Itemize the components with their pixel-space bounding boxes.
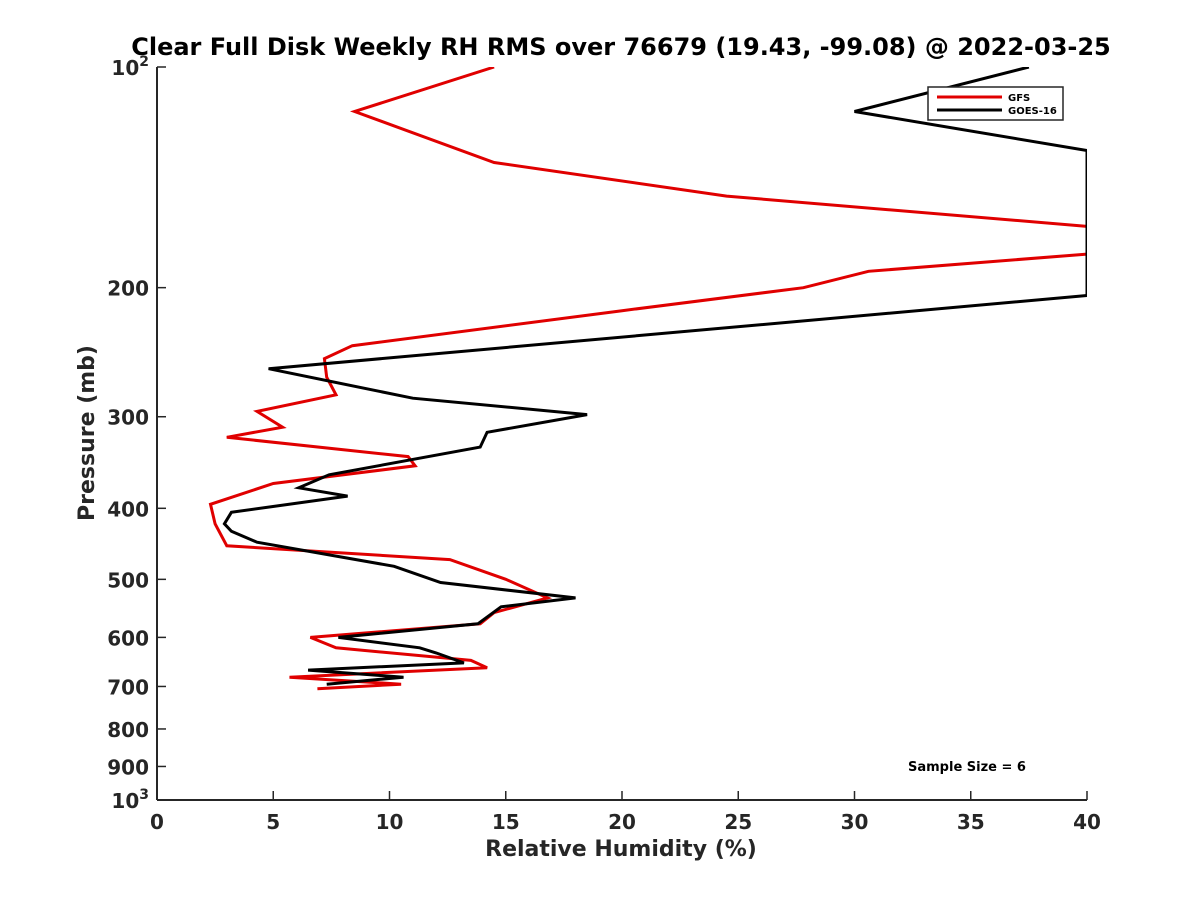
x-tick-label: 0 bbox=[150, 810, 164, 834]
y-tick-label: 900 bbox=[107, 755, 149, 779]
x-tick-label: 5 bbox=[266, 810, 280, 834]
x-tick-label: 40 bbox=[1073, 810, 1101, 834]
x-tick-label: 30 bbox=[841, 810, 869, 834]
series-line-gfs bbox=[208, 67, 1087, 691]
y-tick-label: 400 bbox=[107, 497, 149, 521]
x-tick-label: 10 bbox=[376, 810, 404, 834]
y-tick-label: 800 bbox=[107, 718, 149, 742]
y-tick-label: 600 bbox=[107, 626, 149, 650]
y-tick-label: 103 bbox=[111, 787, 149, 813]
y-tick-label: 500 bbox=[107, 568, 149, 592]
x-tick-label: 25 bbox=[724, 810, 752, 834]
series-layer bbox=[208, 67, 1087, 691]
y-axis-label: Pressure (mb) bbox=[75, 345, 100, 521]
plot-area bbox=[156, 67, 1087, 801]
x-tick-label: 15 bbox=[492, 810, 520, 834]
x-tick-label: 35 bbox=[957, 810, 985, 834]
legend: GFS GOES-16 bbox=[927, 86, 1064, 121]
legend-label-goes16: GOES-16 bbox=[1008, 106, 1057, 117]
x-axis-label: Relative Humidity (%) bbox=[485, 837, 757, 862]
sample-size-annotation: Sample Size = 6 bbox=[908, 760, 1026, 775]
y-axis-ticks: 102 200 300 400 500 600 700 800 900 103 bbox=[107, 54, 166, 813]
y-tick-label: 700 bbox=[107, 675, 149, 699]
chart-title: Clear Full Disk Weekly RH RMS over 76679… bbox=[131, 33, 1111, 61]
series-line-goes16 bbox=[222, 67, 1087, 686]
y-tick-label: 102 bbox=[111, 54, 149, 80]
x-axis-ticks: 0 5 10 15 20 25 30 35 40 bbox=[150, 791, 1101, 834]
x-tick-label: 20 bbox=[608, 810, 636, 834]
legend-box bbox=[927, 86, 1064, 121]
y-tick-label: 300 bbox=[107, 406, 149, 430]
legend-label-gfs: GFS bbox=[1008, 93, 1030, 104]
y-tick-label: 200 bbox=[107, 277, 149, 301]
